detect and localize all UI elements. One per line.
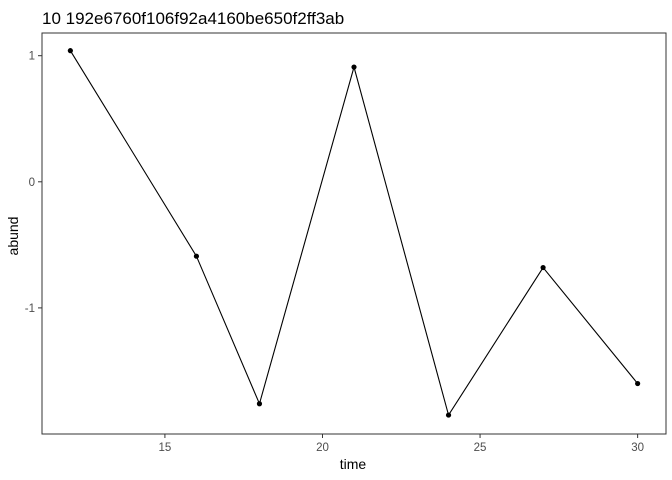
data-point [540,264,546,271]
plot-area [67,48,641,418]
y-tick-label: 0 [29,177,35,189]
x-tick-label: 15 [159,442,172,454]
y-tick-label: 1 [29,51,35,63]
x-tick-label: 30 [631,442,644,454]
x-axis: 15 20 25 30 [159,434,644,454]
panel-frame [41,32,667,435]
data-point [635,380,641,387]
chart-title: 10 192e6760f106f92a4160be650f2ff3ab [42,9,344,28]
series-line [69,50,639,417]
x-tick-label: 20 [316,442,329,454]
data-point [256,401,263,407]
y-axis: 1 0 -1 [25,51,42,315]
data-point [351,64,357,70]
y-tick-label: -1 [25,303,35,315]
data-point [193,253,200,259]
x-axis-title: time [340,456,367,472]
data-point [445,412,452,418]
y-axis-title: abund [5,217,21,256]
x-tick-label: 25 [474,442,487,454]
data-point [67,48,73,54]
